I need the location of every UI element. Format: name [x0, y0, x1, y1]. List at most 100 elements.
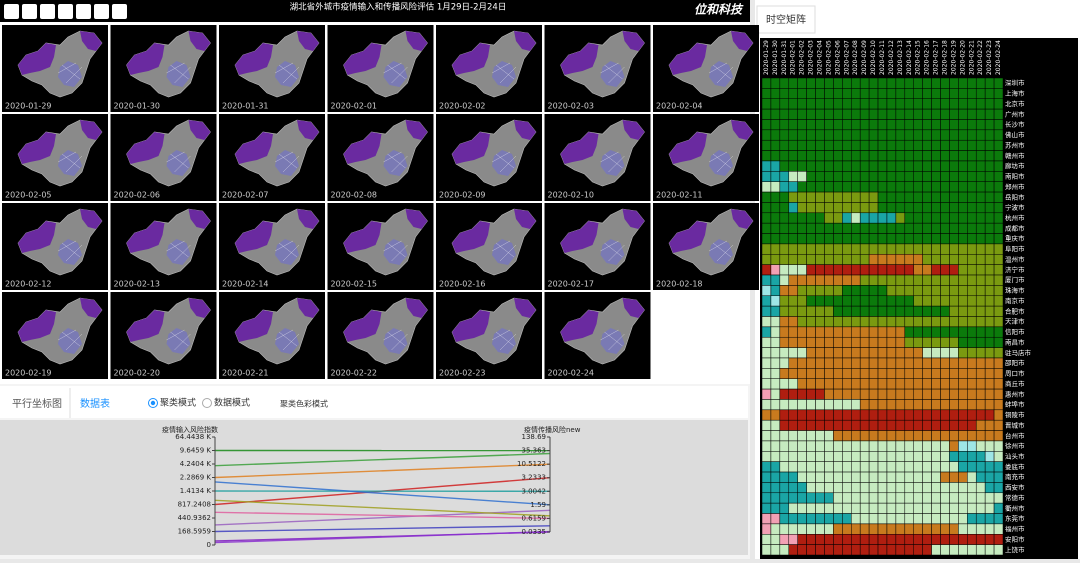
matrix-cell: [896, 534, 905, 544]
matrix-cell: [923, 285, 932, 295]
matrix-cell: [914, 472, 923, 482]
matrix-cell: [780, 275, 789, 285]
matrix-cell: [887, 306, 896, 316]
matrix-cell: [851, 451, 860, 461]
matrix-cell: [985, 524, 994, 534]
matrix-cell: [816, 389, 825, 399]
matrix-column-label: 2020-02-04: [817, 40, 824, 75]
matrix-cell: [958, 389, 967, 399]
matrix-cell: [958, 130, 967, 140]
matrix-cell: [985, 140, 994, 150]
matrix-cell: [833, 348, 842, 358]
matrix-cell: [824, 78, 833, 88]
matrix-cell: [860, 244, 869, 254]
radio[interactable]: [203, 399, 212, 408]
matrix-cell: [851, 389, 860, 399]
matrix-cell: [771, 109, 780, 119]
select-button[interactable]: [94, 4, 109, 19]
matrix-cell: [949, 171, 958, 181]
matrix-cell: [985, 202, 994, 212]
matrix-row-label: 上海市: [1005, 89, 1025, 98]
matrix-row-label: 济宁市: [1005, 265, 1025, 274]
matrix-cell: [789, 213, 798, 223]
matrix-column-label: 2020-02-11: [879, 40, 886, 75]
matrix-cell: [798, 306, 807, 316]
matrix-cell: [869, 348, 878, 358]
matrix-cell: [887, 244, 896, 254]
axis-tick-label: 2.2869 K: [180, 474, 212, 482]
matrix-cell: [932, 431, 941, 441]
matrix-cell: [985, 213, 994, 223]
pan-button[interactable]: [58, 4, 73, 19]
matrix-cell: [976, 192, 985, 202]
matrix-cell: [923, 223, 932, 233]
matrix-cell: [762, 192, 771, 202]
map-thumbnail: 2020-01-30: [111, 25, 217, 112]
matrix-cell: [905, 368, 914, 378]
matrix-cell: [869, 441, 878, 451]
matrix-cell: [941, 472, 950, 482]
matrix-cell: [851, 192, 860, 202]
matrix-cell: [967, 202, 976, 212]
matrix-cell: [860, 109, 869, 119]
zoom-out-button[interactable]: [40, 4, 55, 19]
matrix-cell: [762, 514, 771, 524]
option-label: 聚类色彩模式: [280, 399, 328, 409]
matrix-cell: [976, 213, 985, 223]
matrix-cell: [949, 410, 958, 420]
matrix-cell: [887, 119, 896, 129]
zoom-in-button[interactable]: [4, 4, 19, 19]
axis-tick-label: 0.6159: [522, 514, 547, 522]
matrix-cell: [914, 317, 923, 327]
matrix-cell: [860, 78, 869, 88]
tab[interactable]: 平行坐标图: [12, 397, 62, 410]
matrix-cell: [914, 379, 923, 389]
matrix-cell: [985, 99, 994, 109]
matrix-cell: [967, 348, 976, 358]
matrix-cell: [798, 202, 807, 212]
matrix-cell: [941, 337, 950, 347]
matrix-cell: [869, 327, 878, 337]
matrix-cell: [905, 327, 914, 337]
download-button[interactable]: [112, 4, 127, 19]
matrix-column-label: 2020-02-06: [834, 40, 841, 75]
matrix-row-label: 东莞市: [1005, 514, 1025, 523]
matrix-cell: [976, 265, 985, 275]
matrix-cell: [905, 99, 914, 109]
matrix-cell: [949, 420, 958, 430]
matrix-cell: [896, 399, 905, 409]
matrix-cell: [949, 379, 958, 389]
matrix-cell: [976, 482, 985, 492]
matrix-cell: [869, 337, 878, 347]
matrix-cell: [949, 482, 958, 492]
matrix-cell: [896, 348, 905, 358]
matrix-cell: [878, 171, 887, 181]
matrix-cell: [807, 161, 816, 171]
matrix-cell: [949, 151, 958, 161]
matrix-cell: [914, 348, 923, 358]
matrix-cell: [949, 358, 958, 368]
tab[interactable]: 数据表: [80, 397, 110, 410]
matrix-cell: [932, 78, 941, 88]
matrix-cell: [887, 545, 896, 555]
matrix-cell: [798, 109, 807, 119]
fit-button[interactable]: [22, 4, 37, 19]
matrix-column-label: 2020-02-12: [888, 40, 895, 75]
matrix-cell: [780, 348, 789, 358]
matrix-cell: [833, 192, 842, 202]
matrix-cell: [860, 182, 869, 192]
matrix-cell: [994, 524, 1003, 534]
matrix-cell: [807, 441, 816, 451]
matrix-cell: [869, 451, 878, 461]
matrix-cell: [958, 119, 967, 129]
map-thumbnail: 2020-02-19: [2, 292, 108, 379]
matrix-cell: [914, 482, 923, 492]
matrix-cell: [967, 306, 976, 316]
matrix-cell: [860, 399, 869, 409]
matrix-cell: [860, 441, 869, 451]
matrix-cell: [860, 171, 869, 181]
matrix-cell: [851, 275, 860, 285]
matrix-cell: [887, 171, 896, 181]
info-button[interactable]: [76, 4, 91, 19]
matrix-cell: [860, 161, 869, 171]
